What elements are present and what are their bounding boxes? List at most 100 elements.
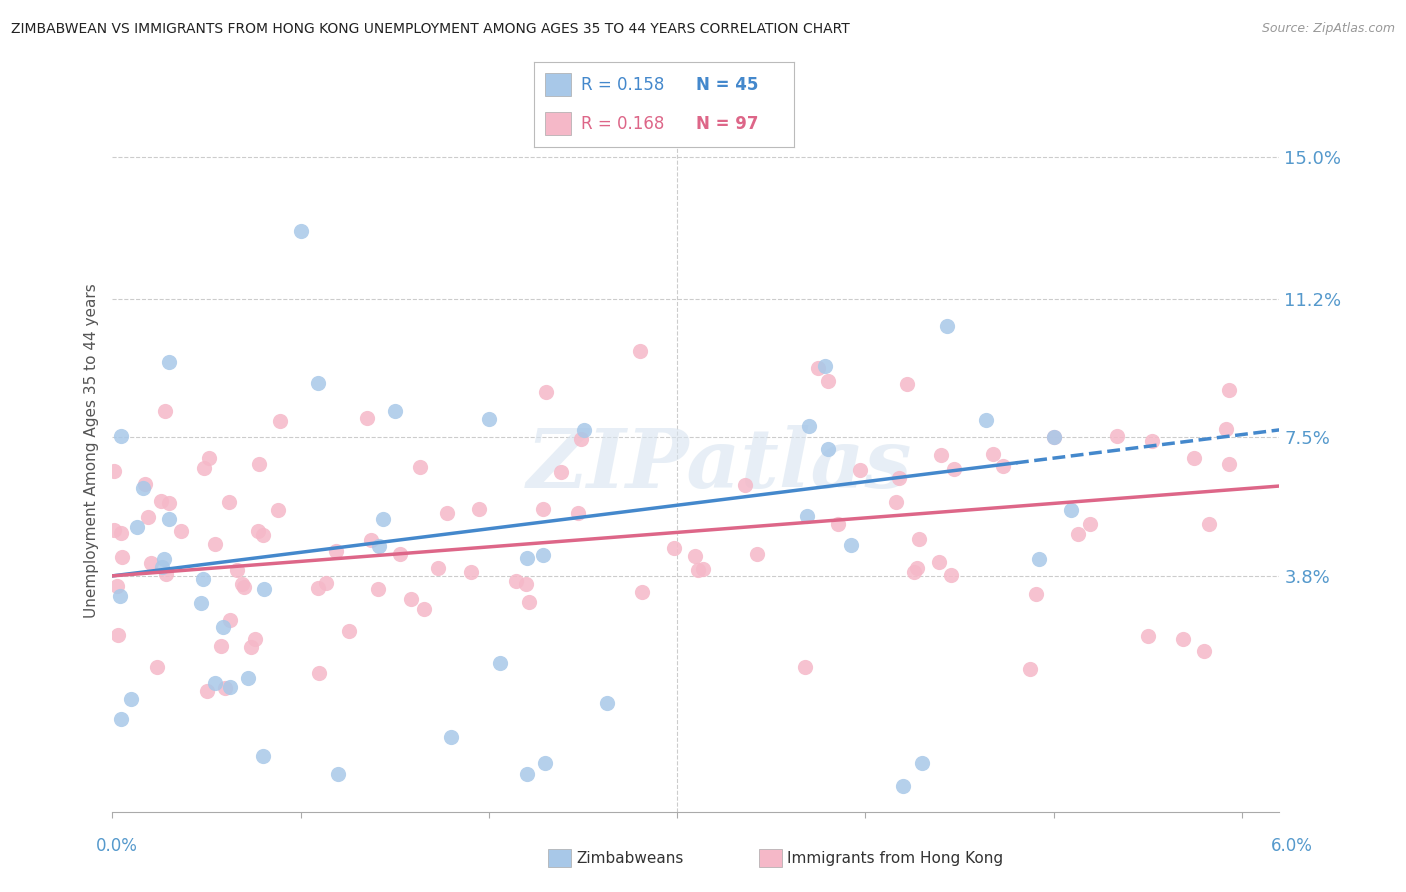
Point: [848, 463, 870, 477]
Point: [157, 355, 180, 369]
Point: [110, 428, 132, 442]
Point: [367, 582, 389, 597]
Point: [841, 538, 863, 552]
Point: [827, 517, 849, 532]
Point: [190, 596, 212, 610]
Text: ZIPatlas: ZIPatlas: [527, 425, 912, 505]
Text: 6.0%: 6.0%: [1271, 837, 1313, 855]
Point: [817, 374, 839, 388]
Point: [550, 465, 572, 479]
Point: [1136, 629, 1159, 643]
Point: [1042, 430, 1064, 444]
Point: [103, 464, 125, 478]
Point: [1060, 503, 1083, 517]
Point: [1215, 422, 1237, 436]
Point: [685, 549, 707, 563]
Point: [368, 539, 391, 553]
Point: [436, 507, 458, 521]
Point: [572, 424, 595, 438]
Point: [105, 579, 128, 593]
Point: [929, 448, 952, 462]
Point: [426, 561, 449, 575]
Point: [193, 572, 215, 586]
Text: R = 0.168: R = 0.168: [581, 115, 665, 133]
Point: [231, 577, 253, 591]
Point: [212, 620, 235, 634]
Point: [533, 501, 555, 516]
Point: [149, 493, 172, 508]
Point: [150, 560, 173, 574]
Point: [315, 576, 337, 591]
Point: [247, 457, 270, 471]
Point: [204, 675, 226, 690]
Point: [103, 524, 125, 538]
Bar: [544, 112, 571, 136]
Point: [204, 537, 226, 551]
Point: [1173, 632, 1195, 646]
Point: [401, 592, 423, 607]
Point: [1028, 552, 1050, 566]
Point: [157, 496, 180, 510]
Point: [1025, 586, 1047, 600]
Text: ZIMBABWEAN VS IMMIGRANTS FROM HONG KONG UNEMPLOYMENT AMONG AGES 35 TO 44 YEARS C: ZIMBABWEAN VS IMMIGRANTS FROM HONG KONG …: [11, 22, 851, 37]
Point: [388, 547, 411, 561]
Point: [983, 447, 1005, 461]
Point: [991, 459, 1014, 474]
Point: [157, 512, 180, 526]
Point: [195, 684, 218, 698]
Point: [489, 657, 512, 671]
Point: [152, 552, 174, 566]
Point: [908, 532, 931, 546]
Text: Source: ZipAtlas.com: Source: ZipAtlas.com: [1261, 22, 1395, 36]
Point: [1192, 644, 1215, 658]
Point: [896, 376, 918, 391]
Point: [478, 411, 501, 425]
Point: [797, 419, 820, 434]
Point: [328, 767, 350, 781]
Point: [807, 360, 830, 375]
Point: [384, 404, 406, 418]
Text: 0.0%: 0.0%: [96, 837, 138, 855]
Point: [290, 224, 312, 238]
Point: [239, 640, 262, 654]
Point: [1107, 429, 1129, 443]
Point: [214, 681, 236, 695]
Point: [531, 549, 554, 563]
Point: [267, 503, 290, 517]
Point: [884, 494, 907, 508]
Point: [516, 551, 538, 566]
Point: [692, 562, 714, 576]
Point: [225, 563, 247, 577]
Point: [218, 495, 240, 509]
Point: [253, 582, 276, 596]
Point: [517, 595, 540, 609]
Point: [1218, 384, 1240, 398]
Text: Immigrants from Hong Kong: Immigrants from Hong Kong: [787, 851, 1004, 865]
Point: [814, 359, 837, 374]
Point: [1182, 450, 1205, 465]
Point: [1198, 517, 1220, 532]
Bar: [544, 73, 571, 96]
Y-axis label: Unemployment Among Ages 35 to 44 years: Unemployment Among Ages 35 to 44 years: [84, 283, 100, 618]
Point: [170, 524, 193, 538]
Point: [460, 566, 482, 580]
Point: [269, 414, 291, 428]
Point: [595, 696, 617, 710]
Point: [734, 478, 756, 492]
Point: [662, 541, 685, 556]
Point: [110, 526, 132, 541]
Point: [153, 404, 176, 418]
Point: [817, 442, 839, 456]
Point: [134, 477, 156, 491]
Point: [1042, 430, 1064, 444]
Point: [125, 520, 148, 534]
Point: [688, 563, 710, 577]
Point: [440, 730, 463, 744]
Point: [409, 459, 432, 474]
Point: [252, 748, 274, 763]
Point: [325, 544, 347, 558]
Point: [146, 660, 169, 674]
Point: [976, 413, 998, 427]
Point: [1140, 434, 1163, 449]
Point: [337, 624, 360, 638]
